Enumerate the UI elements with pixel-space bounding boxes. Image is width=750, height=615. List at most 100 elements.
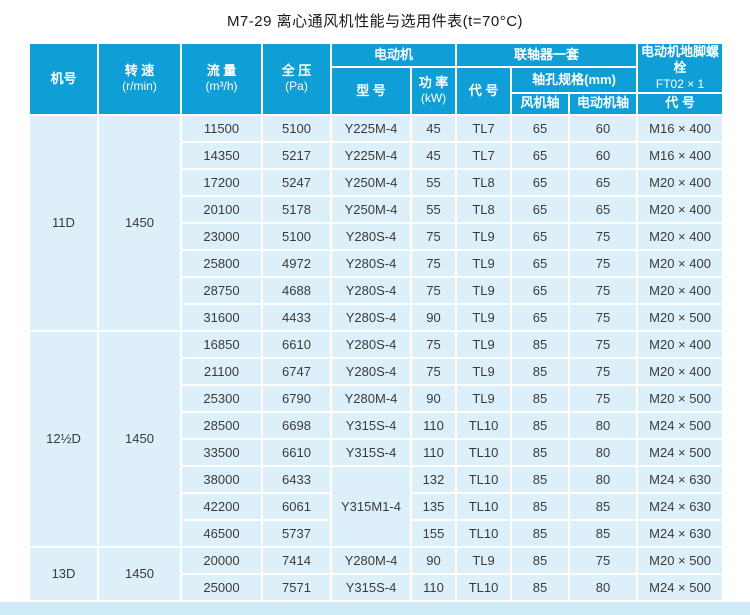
cell-power: 110 — [409, 437, 458, 467]
cell-model: Y250M-4 — [330, 167, 412, 197]
cell-machine: 12½D — [28, 329, 99, 548]
col-header-pressure-unit: (Pa) — [285, 79, 308, 94]
table-row: 25300 6790 Y280M-4 90 TL9 85 75 M20 × 500 — [29, 383, 725, 413]
cell-power: 110 — [409, 410, 458, 440]
cell-coupling-code: TL10 — [455, 437, 513, 467]
cell-coupling-code: TL10 — [455, 491, 513, 521]
table-header: 机号 转 速 (r/min) 流 量 (m³/h) 全 压 (Pa) 电动机 联… — [28, 42, 725, 116]
cell-pressure: 4972 — [261, 248, 332, 278]
cell-model: Y225M-4 — [330, 113, 412, 143]
cell-bolt-code: M24 × 630 — [636, 491, 725, 521]
cell-fan-shaft: 85 — [510, 437, 571, 467]
cell-model: Y315S-4 — [330, 437, 412, 467]
cell-bolt-code: M24 × 500 — [636, 410, 725, 440]
cell-motor-shaft: 80 — [568, 437, 639, 467]
cell-flow: 25000 — [180, 572, 263, 602]
cell-coupling-code: TL10 — [455, 518, 513, 548]
cell-pressure: 5247 — [261, 167, 332, 197]
cell-pressure: 7414 — [261, 545, 332, 575]
cell-flow: 17200 — [180, 167, 263, 197]
cell-flow: 46500 — [180, 518, 263, 548]
col-header-speed-label: 转 速 — [124, 63, 155, 79]
cell-bolt-code: M24 × 500 — [636, 437, 725, 467]
cell-power: 55 — [409, 167, 458, 197]
cell-bolt-code: M24 × 630 — [636, 464, 725, 494]
cell-coupling-code: TL8 — [455, 194, 513, 224]
table-body: 11D 1450 11500 5100 Y225M-4 45 TL7 65 60 M16 × 40… — [28, 113, 725, 602]
cell-flow: 28750 — [180, 275, 263, 305]
cell-bolt-code: M24 × 630 — [636, 518, 725, 548]
cell-power: 110 — [409, 572, 458, 602]
table-row: 13D 1450 20000 7414 Y280M-4 90 TL9 85 75 M20 × 50… — [28, 545, 725, 602]
cell-power: 132 — [409, 464, 458, 494]
cell-motor-shaft: 80 — [568, 572, 639, 602]
cell-speed: 1450 — [97, 113, 182, 332]
cell-coupling-code: TL7 — [455, 140, 513, 170]
cell-fan-shaft: 65 — [510, 302, 571, 332]
cell-fan-shaft: 65 — [510, 167, 571, 197]
cell-model: Y315S-4 — [330, 410, 412, 440]
cell-fan-shaft: 85 — [510, 545, 571, 575]
cell-model: Y280S-4 — [330, 248, 412, 278]
cell-flow: 33500 — [180, 437, 263, 467]
cell-model: Y315S-4 — [330, 572, 412, 602]
cell-pressure: 5100 — [261, 113, 332, 143]
cell-bolt-code: M20 × 400 — [636, 221, 725, 251]
cell-speed: 1450 — [97, 545, 182, 602]
cell-fan-shaft: 85 — [510, 518, 571, 548]
table-row: 33500 6610 Y315S-4 110 TL10 85 80 M24 × 500 — [29, 437, 725, 467]
cell-flow: 11500 — [180, 113, 263, 143]
cell-fan-shaft: 85 — [510, 383, 571, 413]
cell-power: 75 — [409, 221, 458, 251]
cell-pressure: 6698 — [261, 410, 332, 440]
cell-model: Y280S-4 — [330, 329, 412, 359]
cell-coupling-code: TL10 — [455, 410, 513, 440]
cell-motor-shaft: 75 — [568, 275, 639, 305]
cell-motor-shaft: 60 — [568, 140, 639, 170]
table-row: 25800 4972 Y280S-4 75 TL9 65 75 M20 × 400 — [29, 248, 725, 278]
cell-motor-shaft: 75 — [568, 545, 639, 575]
cell-power: 90 — [409, 545, 458, 575]
cell-pressure: 6747 — [261, 356, 332, 386]
cell-fan-shaft: 65 — [510, 275, 571, 305]
cell-power: 45 — [409, 113, 458, 143]
table-row: 11D 1450 11500 5100 Y225M-4 45 TL7 65 60 M16 × 40… — [28, 113, 725, 332]
cell-coupling-code: TL9 — [455, 356, 513, 386]
col-header-motor-group: 电动机 — [329, 42, 458, 68]
col-header-speed: 转 速 (r/min) — [97, 42, 182, 116]
col-header-motor-shaft: 电动机轴 — [568, 91, 639, 116]
table-row: 21100 6747 Y280S-4 75 TL9 85 75 M20 × 400 — [29, 356, 725, 386]
cell-model: Y250M-4 — [330, 194, 412, 224]
cell-fan-shaft: 85 — [510, 410, 571, 440]
cell-fan-shaft: 85 — [510, 572, 571, 602]
table-row: 23000 5100 Y280S-4 75 TL9 65 75 M20 × 400 — [29, 221, 725, 251]
cell-model: Y280S-4 — [330, 302, 412, 332]
cell-motor-shaft: 75 — [568, 302, 639, 332]
cell-pressure: 6610 — [261, 329, 332, 359]
cell-flow: 16850 — [180, 329, 263, 359]
cell-flow: 25300 — [180, 383, 263, 413]
col-header-pressure-label: 全 压 — [281, 63, 312, 79]
cell-fan-shaft: 85 — [510, 356, 571, 386]
cell-pressure: 5737 — [261, 518, 332, 548]
cell-motor-shaft: 75 — [568, 356, 639, 386]
cell-model: Y225M-4 — [330, 140, 412, 170]
cell-pressure: 6790 — [261, 383, 332, 413]
cell-power: 75 — [409, 275, 458, 305]
cell-fan-shaft: 65 — [510, 221, 571, 251]
cell-bolt-code: M20 × 400 — [636, 329, 725, 359]
cell-fan-shaft: 65 — [510, 194, 571, 224]
col-header-pressure: 全 压 (Pa) — [261, 42, 332, 116]
cell-flow: 23000 — [180, 221, 263, 251]
cell-bolt-code: M20 × 400 — [636, 248, 725, 278]
col-header-shaft-spec: 轴孔规格(mm) — [510, 66, 639, 94]
cell-flow: 25800 — [180, 248, 263, 278]
cell-power: 155 — [409, 518, 458, 548]
col-header-power: 功 率 (kW) — [409, 66, 458, 116]
table-row: 42200 6061 135 TL10 85 85 M24 × 630 — [29, 491, 725, 521]
fan-spec-table: 机号 转 速 (r/min) 流 量 (m³/h) 全 压 (Pa) 电动机 联… — [28, 42, 725, 602]
cell-bolt-code: M16 × 400 — [636, 140, 725, 170]
col-header-bolt-label: 电动机地脚螺栓 — [641, 44, 720, 76]
cell-flow: 20000 — [180, 545, 263, 575]
cell-motor-shaft: 85 — [568, 518, 639, 548]
